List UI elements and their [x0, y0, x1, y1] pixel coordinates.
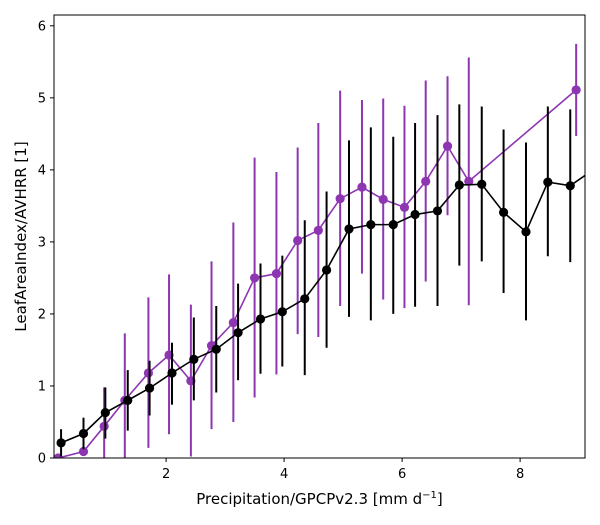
data-point: [143, 368, 153, 378]
x-tick-label: 4: [280, 467, 288, 482]
data-point: [313, 225, 323, 235]
y-tick-label: 5: [38, 91, 46, 106]
x-axis-label: Precipitation/GPCPv2.3 [mm d−1]: [196, 490, 442, 508]
data-point: [565, 181, 575, 191]
data-point: [271, 268, 282, 279]
x-axis-ticks: 2 4 6 8: [162, 458, 524, 482]
plot-frame: [53, 14, 586, 459]
data-point: [78, 446, 89, 457]
data-point: [277, 307, 287, 317]
x-axis-label-suffix: ]: [437, 490, 443, 508]
data-point: [521, 227, 531, 237]
data-point: [255, 314, 266, 324]
data-point: [410, 209, 420, 220]
data-point: [366, 220, 376, 230]
data-point: [321, 265, 332, 275]
data-point: [388, 220, 398, 230]
data-point: [464, 176, 474, 186]
data-point: [123, 395, 133, 405]
series-line: [57, 89, 577, 458]
data-point: [233, 328, 243, 338]
y-tick-label: 3: [38, 235, 46, 250]
x-axis-label-main: Precipitation/GPCPv2.3 [mm d: [196, 490, 422, 508]
data-point: [571, 85, 581, 95]
data-point: [442, 141, 453, 151]
x-tick-label: 6: [398, 467, 406, 482]
data-point: [189, 354, 199, 364]
y-tick-label: 4: [38, 163, 46, 178]
series-1: [56, 104, 596, 457]
series-layer: [54, 43, 596, 458]
data-point: [454, 180, 464, 190]
x-axis-label-exponent: −1: [422, 490, 437, 501]
y-tick-label: 1: [38, 379, 46, 394]
data-point: [300, 294, 310, 304]
data-point: [78, 428, 89, 439]
y-axis-ticks: 0 1 2 3 4 5 6: [38, 19, 54, 467]
data-point: [498, 207, 509, 217]
series-0: [54, 43, 581, 458]
data-point: [399, 202, 410, 212]
data-point: [56, 438, 66, 448]
data-point: [167, 368, 177, 378]
data-point: [228, 317, 238, 328]
data-point: [293, 235, 303, 246]
y-tick-label: 0: [38, 452, 46, 467]
data-point: [144, 383, 155, 393]
data-point: [357, 182, 367, 192]
x-tick-label: 8: [516, 467, 524, 482]
data-point: [250, 273, 260, 283]
data-point: [211, 344, 221, 354]
y-tick-label: 2: [38, 307, 46, 322]
y-axis-label: LeafAreaIndex/AVHRR [1]: [12, 141, 30, 331]
data-point: [432, 206, 443, 216]
data-point: [344, 224, 354, 234]
data-point: [587, 166, 596, 175]
data-point: [477, 179, 487, 189]
data-point: [378, 194, 388, 205]
data-point: [99, 421, 109, 431]
data-point: [100, 408, 110, 418]
y-tick-label: 6: [38, 19, 46, 34]
data-point: [335, 194, 345, 204]
data-point: [543, 177, 553, 187]
data-point: [421, 176, 431, 186]
x-tick-label: 2: [162, 467, 170, 482]
